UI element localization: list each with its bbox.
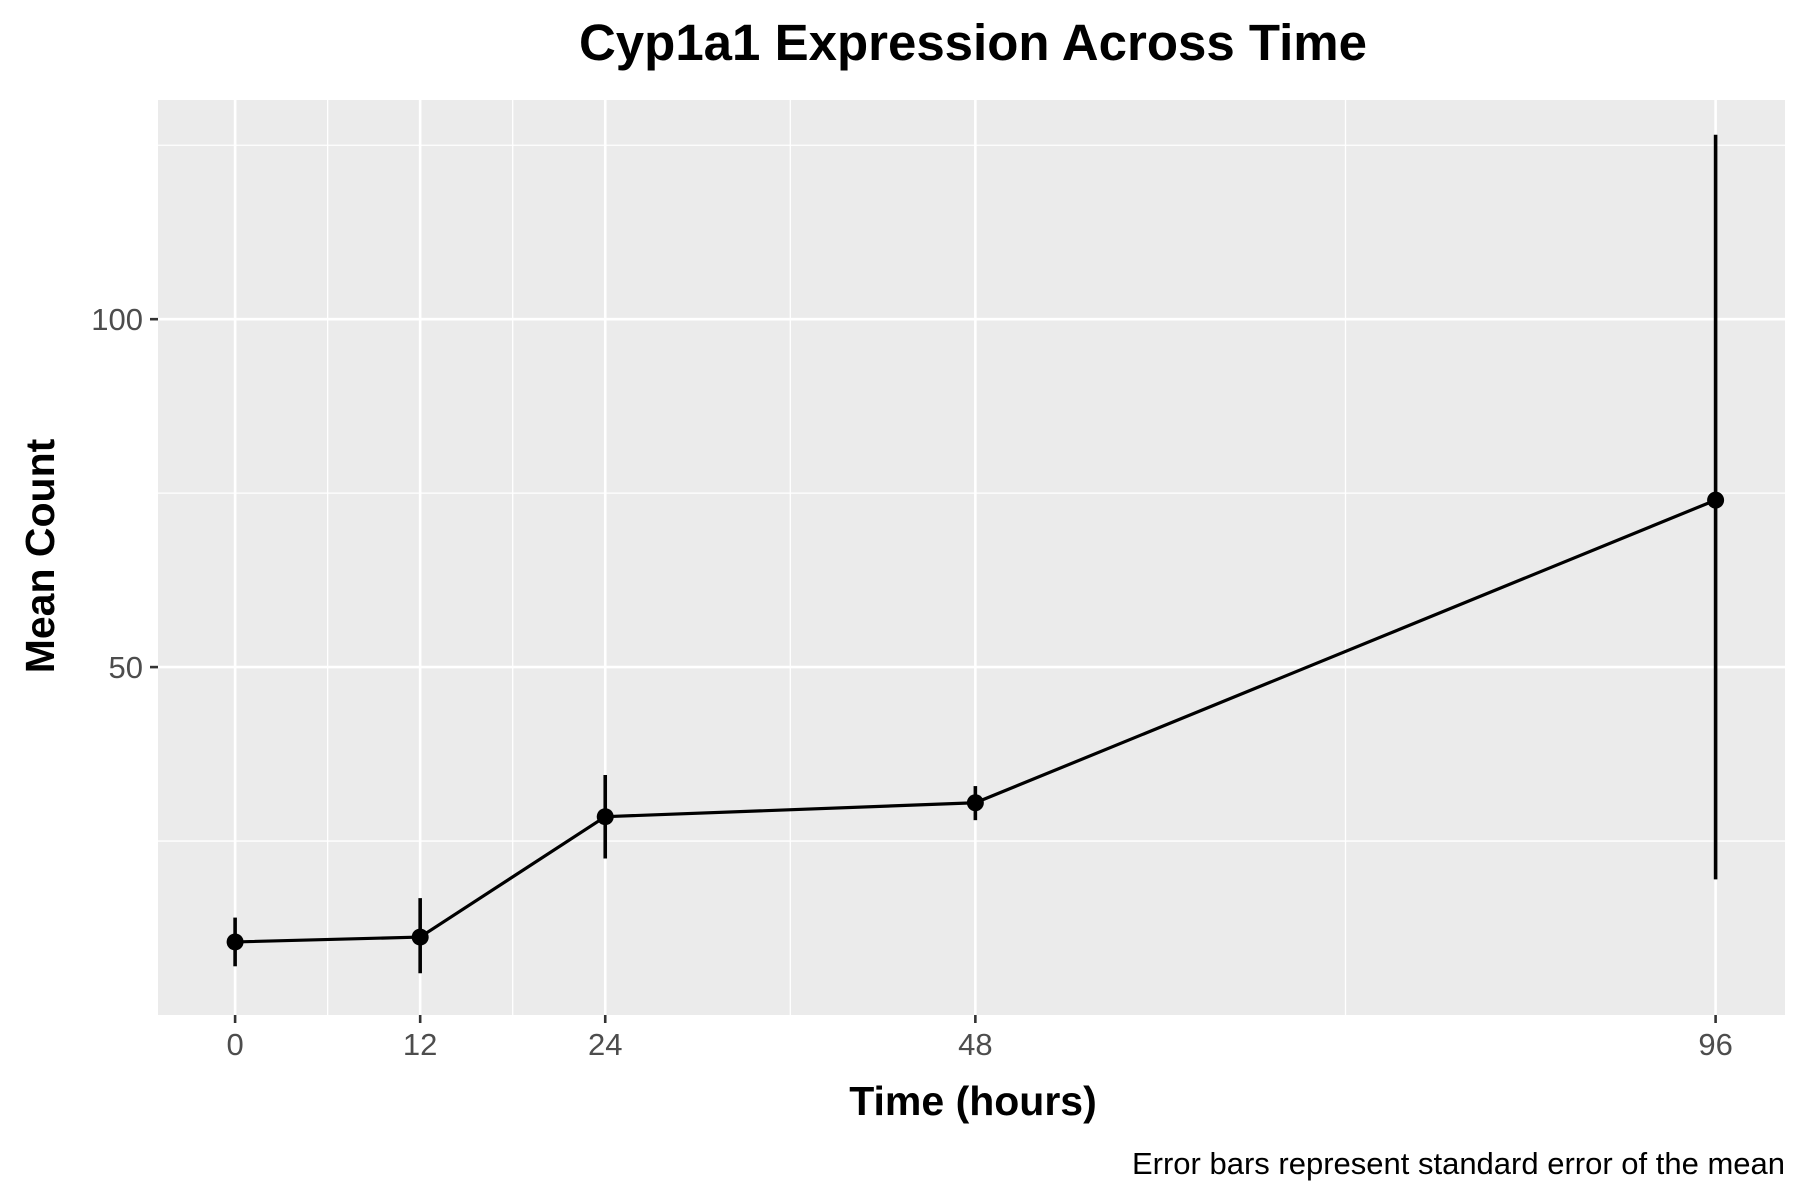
x-tick-label: 0 [226,1027,243,1062]
x-tick-label: 24 [588,1027,622,1062]
x-tick-label: 48 [958,1027,992,1062]
data-point [411,928,429,946]
y-tick-label: 50 [109,650,143,685]
data-point [1707,491,1725,509]
data-point [966,794,984,812]
x-tick-label: 12 [403,1027,437,1062]
x-axis-title: Time (hours) [849,1078,1097,1124]
plot-panel [158,100,1785,1015]
chart-title: Cyp1a1 Expression Across Time [579,14,1367,71]
data-layer [226,134,1725,974]
y-axis-title: Mean Count [17,438,63,673]
data-point [226,933,244,951]
y-tick-label: 100 [91,302,143,337]
chart-caption: Error bars represent standard error of t… [1132,1146,1785,1181]
axes: 0 12 24 48 96 50 100 [91,302,1733,1062]
x-tick-label: 96 [1698,1027,1732,1062]
data-point [596,808,614,826]
